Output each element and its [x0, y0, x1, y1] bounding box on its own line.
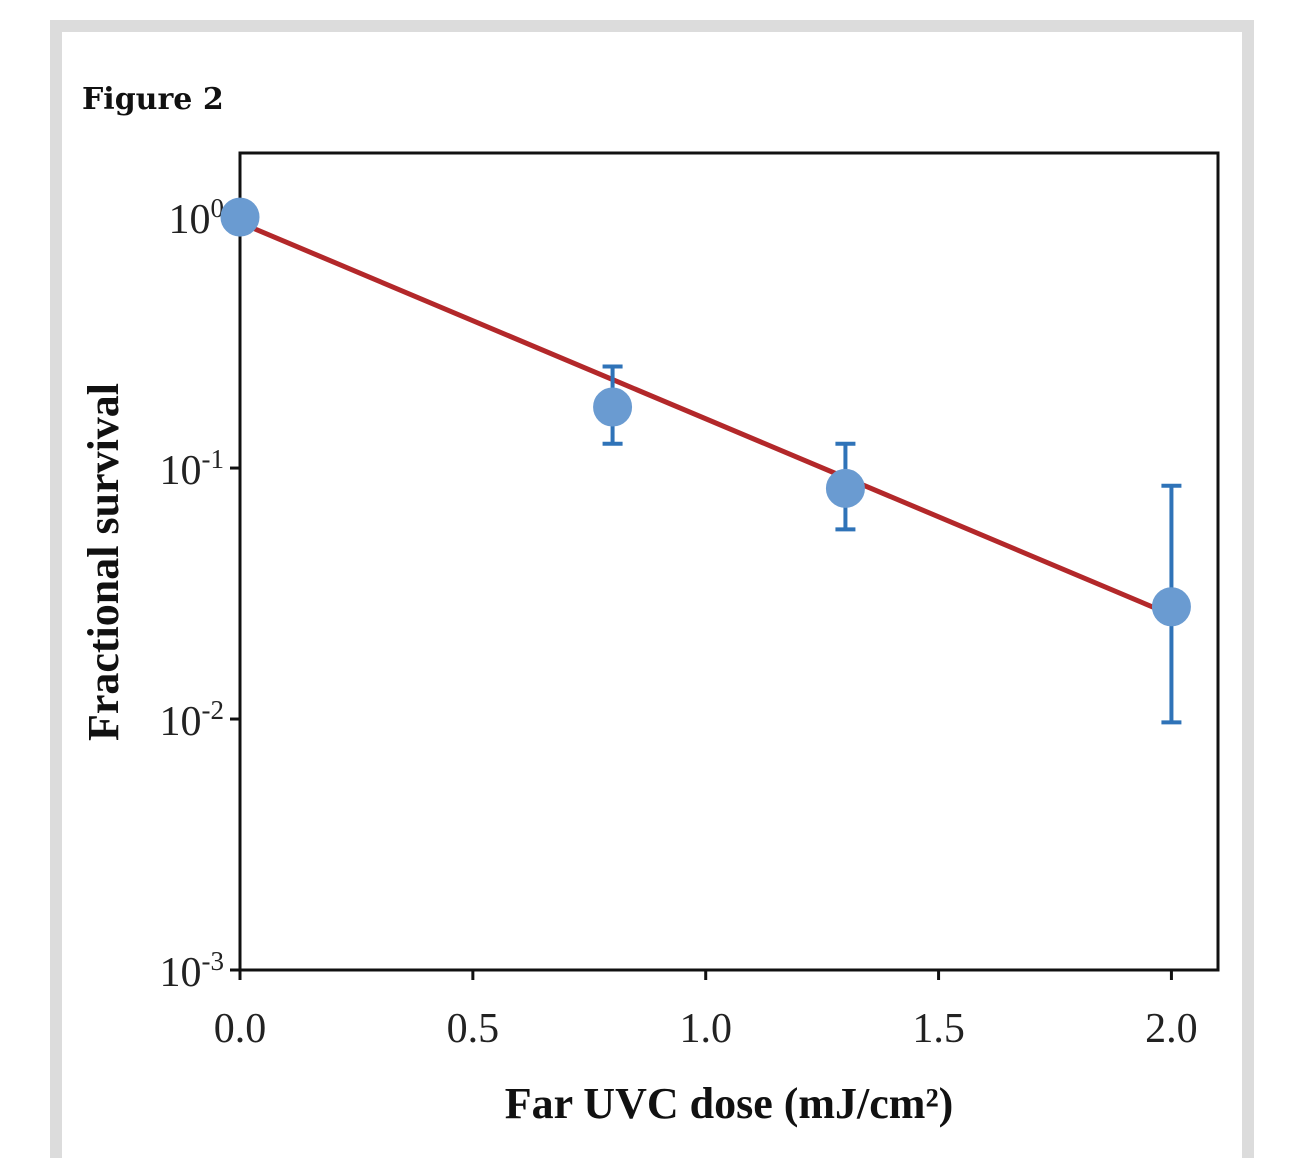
y-tick-exponent: -3	[202, 946, 225, 976]
y-tick-label: 100	[169, 193, 225, 243]
y-tick-label: 10-2	[160, 695, 225, 745]
y-tick-label: 10-3	[160, 946, 225, 996]
x-tick-label: 2.0	[1145, 1006, 1198, 1052]
y-tick-base: 10	[160, 950, 202, 996]
x-axis-title: Far UVC dose (mJ/cm²)	[505, 1079, 954, 1128]
x-tick-label: 1.0	[679, 1006, 732, 1052]
fit-line	[239, 220, 1173, 618]
x-tick-label: 1.5	[912, 1006, 965, 1052]
data-points	[220, 197, 1191, 627]
figure-title: Figure 2	[82, 82, 224, 117]
fit-line-group	[239, 220, 1173, 618]
y-tick-base: 10	[160, 699, 202, 745]
x-tick-label: 0.0	[214, 1006, 267, 1052]
y-axis-title: Fractional survival	[79, 383, 128, 741]
data-point	[593, 387, 633, 427]
plot-area-frame	[238, 151, 1220, 972]
y-tick-base: 10	[160, 448, 202, 494]
y-tick-label: 10-1	[160, 444, 225, 494]
y-tick-base: 10	[169, 197, 211, 243]
x-axis-ticks: 0.0 0.5 1.0 1.5 2.0	[214, 970, 1198, 1052]
data-point	[220, 197, 260, 237]
y-tick-exponent: -1	[202, 444, 225, 474]
y-tick-exponent: -2	[202, 695, 225, 725]
data-point	[1151, 587, 1191, 627]
data-point	[825, 468, 865, 508]
x-tick-label: 0.5	[447, 1006, 500, 1052]
error-bars	[602, 364, 1182, 725]
